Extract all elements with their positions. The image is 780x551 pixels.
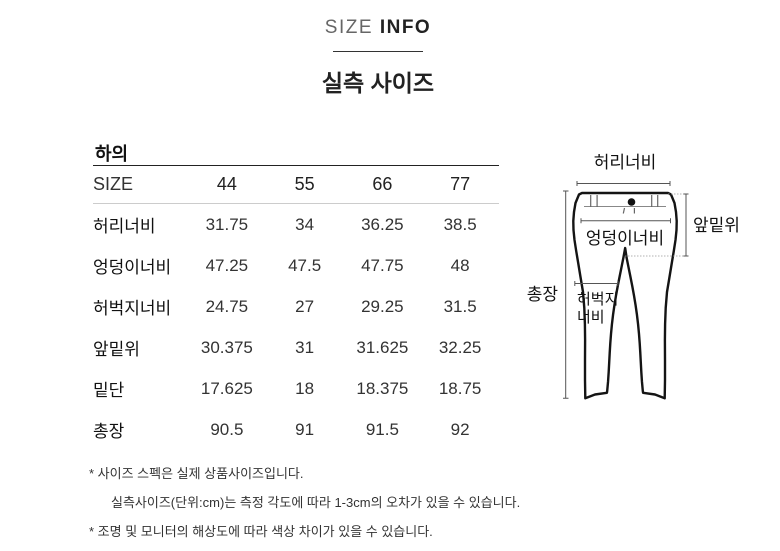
svg-text:허벅지: 허벅지 [577, 291, 618, 308]
svg-text:엉덩이너비: 엉덩이너비 [586, 229, 664, 248]
svg-text:총장: 총장 [527, 285, 559, 304]
svg-text:허리너비: 허리너비 [594, 153, 657, 172]
svg-text:앞밑위: 앞밑위 [693, 216, 740, 235]
svg-text:너비: 너비 [577, 309, 605, 326]
